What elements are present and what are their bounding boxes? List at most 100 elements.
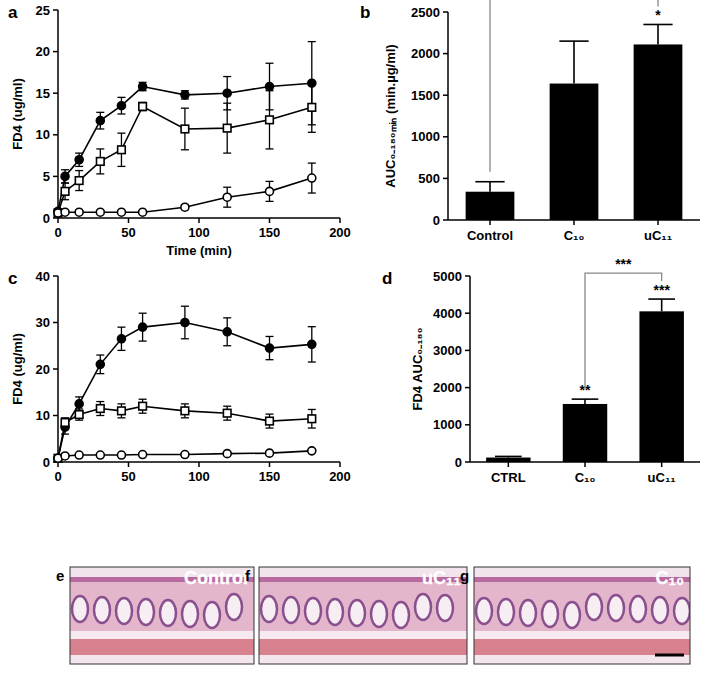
image-label: Control <box>184 568 248 588</box>
error-bar <box>308 409 316 428</box>
marker <box>308 104 316 112</box>
error-cap <box>181 149 189 150</box>
crypt <box>393 602 409 628</box>
error-bar <box>181 91 189 99</box>
figure: 0510152025FD4 (ug/ml)a050100150200Time (… <box>0 0 709 682</box>
x-tick <box>269 218 271 223</box>
y-tick <box>53 176 58 178</box>
crypt <box>674 598 690 624</box>
marker <box>139 402 147 410</box>
error-cap <box>181 338 189 339</box>
error-bar <box>117 97 125 114</box>
crypt <box>204 602 220 628</box>
y-axis-label: AUC₀₋₁₈₀ₘᵢₙ (min.µg/ml) <box>383 44 398 187</box>
tissue <box>259 567 467 664</box>
error-cap <box>181 417 189 418</box>
marker <box>75 400 83 408</box>
y-tick <box>465 312 470 314</box>
error-cap <box>266 336 274 337</box>
x-tick-label: 150 <box>259 469 281 484</box>
y-tick-label: 10 <box>36 127 50 142</box>
y-tick <box>443 219 448 221</box>
error-cap <box>308 192 316 193</box>
error-cap <box>139 399 147 400</box>
y-axis-label: FD4 (ug/ml) <box>10 78 25 150</box>
y-axis <box>57 10 59 218</box>
marker <box>223 409 231 417</box>
x-tick-label: 150 <box>259 225 281 240</box>
significance-bracket <box>585 273 662 389</box>
error-cap <box>96 354 104 355</box>
bar <box>550 84 599 220</box>
marker <box>75 208 83 216</box>
error-cap <box>181 108 189 109</box>
y-tick-label: 0 <box>43 455 50 470</box>
crypt <box>586 594 602 620</box>
image-label: C₁₀ <box>655 568 684 588</box>
error-cap <box>96 128 104 129</box>
panel-letter: d <box>382 269 392 288</box>
error-cap <box>75 419 83 420</box>
marker <box>266 344 274 352</box>
marker <box>117 102 125 110</box>
crypt <box>182 601 198 627</box>
histology-image <box>259 567 467 664</box>
marker <box>223 328 231 336</box>
crypt <box>160 600 176 626</box>
y-tick-label: 0 <box>455 455 462 470</box>
y-tick-label: 4000 <box>433 306 462 321</box>
marker <box>75 451 83 459</box>
error-cap <box>96 401 104 402</box>
marker <box>75 177 83 185</box>
image-frame <box>259 567 467 664</box>
y-tick-label: 40 <box>36 269 50 284</box>
marker <box>139 208 147 216</box>
background <box>70 655 254 664</box>
error-cap <box>61 182 69 183</box>
crypt <box>138 599 154 625</box>
error-cap <box>643 24 672 26</box>
error-cap <box>117 132 125 133</box>
error-cap <box>75 408 83 409</box>
x-tick <box>57 218 59 223</box>
plot-area <box>54 306 316 462</box>
y-tick <box>465 275 470 277</box>
x-tick-label: 50 <box>121 469 135 484</box>
y-tick-label: 10 <box>36 408 50 423</box>
error-cap <box>223 419 231 420</box>
error-cap <box>117 97 125 98</box>
error-cap <box>96 173 104 174</box>
error-cap <box>96 148 104 149</box>
y-tick-label: 15 <box>36 86 50 101</box>
error-bar <box>308 327 316 362</box>
crypt <box>371 601 387 627</box>
marker <box>61 208 69 216</box>
marker <box>181 319 189 327</box>
error-bar <box>266 414 274 428</box>
error-bar <box>223 406 231 420</box>
background <box>474 567 690 664</box>
image-frame <box>70 567 254 664</box>
marker <box>181 407 189 415</box>
y-tick <box>443 53 448 55</box>
error-cap <box>181 403 189 404</box>
error-bar <box>181 404 189 418</box>
crypt <box>226 594 242 620</box>
error-bar <box>223 318 231 346</box>
error-cap <box>139 313 147 314</box>
histology-image <box>70 567 254 664</box>
x-tick <box>198 218 200 223</box>
background <box>259 567 467 664</box>
y-tick <box>53 9 58 11</box>
significance-star: *** <box>615 256 632 272</box>
error-stem <box>661 299 663 311</box>
marker <box>266 83 274 91</box>
crypt <box>630 596 646 622</box>
y-tick <box>53 368 58 370</box>
bar <box>486 458 530 462</box>
image-frame <box>474 567 690 664</box>
marker <box>139 451 147 459</box>
x-tick <box>339 462 341 467</box>
muscle <box>70 639 254 655</box>
marker <box>61 188 69 196</box>
